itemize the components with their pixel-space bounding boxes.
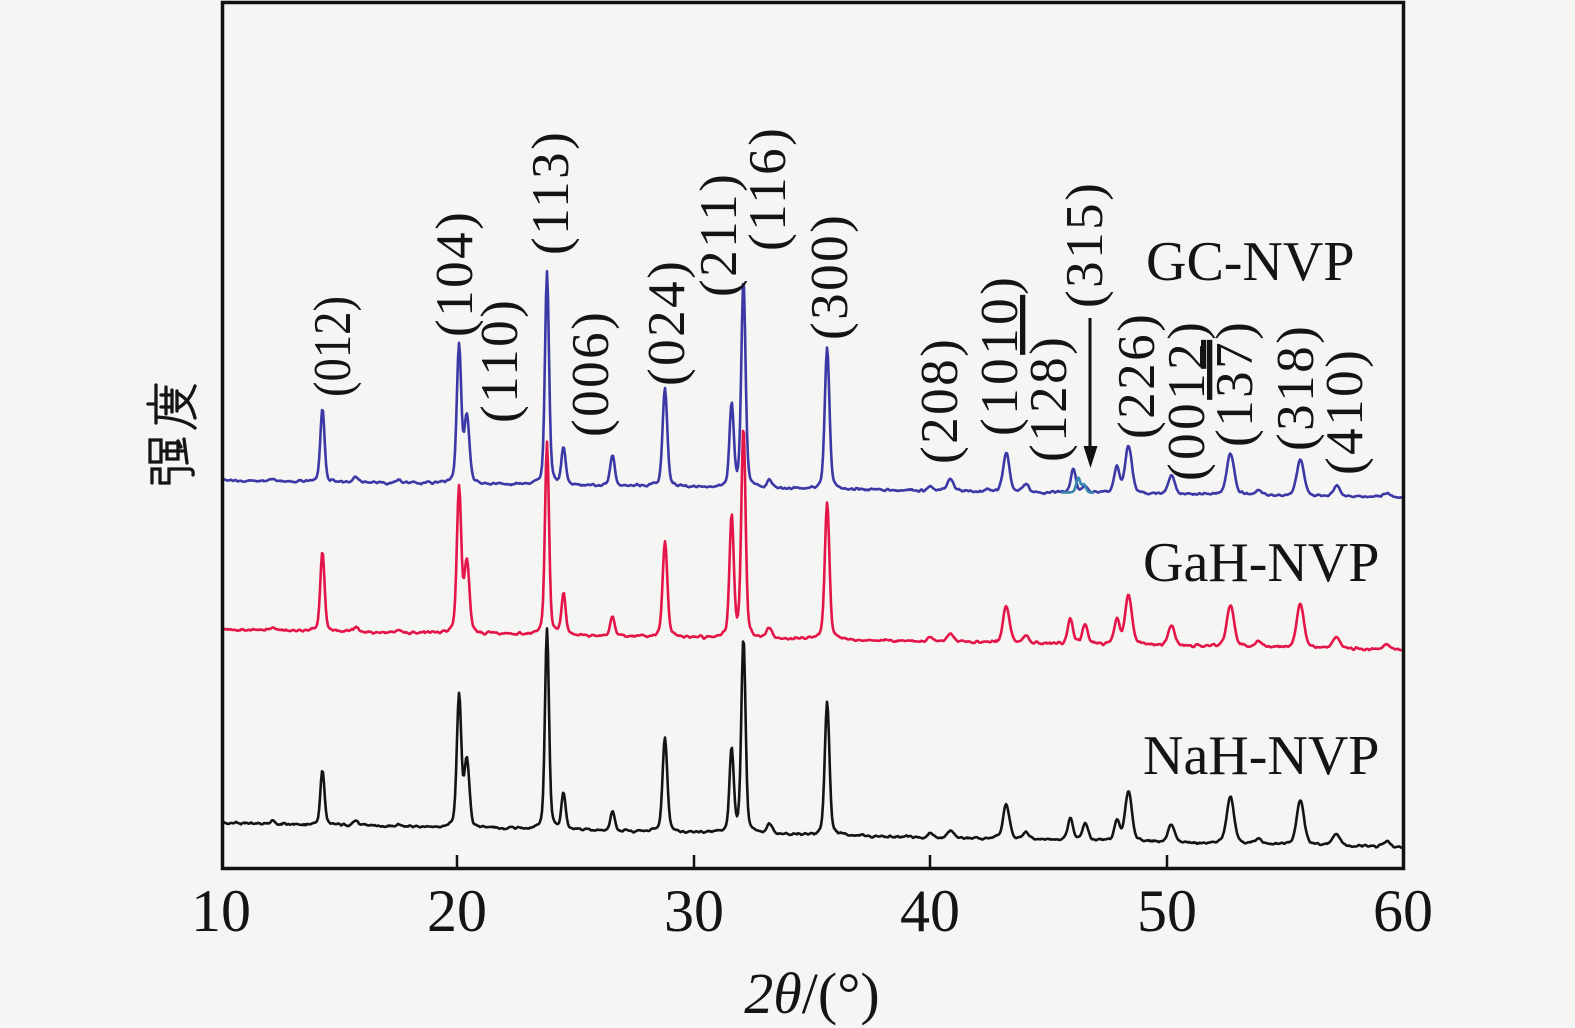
svg-text:10: 10 [191, 878, 251, 944]
svg-text:(1010): (1010) [971, 274, 1029, 436]
svg-text:(300): (300) [801, 213, 859, 340]
svg-text:(024): (024) [638, 259, 696, 386]
svg-text:(012): (012) [303, 296, 361, 397]
svg-text:40: 40 [900, 878, 960, 944]
svg-text:(226): (226) [1108, 312, 1166, 439]
svg-text:(006): (006) [562, 310, 620, 437]
svg-text:20: 20 [427, 878, 487, 944]
svg-text:60: 60 [1373, 878, 1433, 944]
svg-text:(410): (410) [1316, 348, 1374, 475]
svg-text:GaH-NVP: GaH-NVP [1143, 532, 1379, 594]
svg-text:(110): (110) [471, 298, 529, 423]
svg-text:(137): (137) [1206, 320, 1264, 447]
svg-text:30: 30 [664, 878, 724, 944]
svg-text:(116): (116) [739, 126, 797, 251]
svg-text:(113): (113) [522, 130, 580, 255]
svg-text:(128): (128) [1020, 335, 1078, 462]
svg-text:50: 50 [1137, 878, 1197, 944]
svg-text:(211): (211) [690, 172, 748, 297]
svg-text:NaH-NVP: NaH-NVP [1143, 725, 1379, 787]
svg-text:(104): (104) [426, 210, 484, 337]
svg-text:(315): (315) [1056, 181, 1114, 308]
svg-text:(318): (318) [1267, 324, 1325, 451]
svg-text:GC-NVP: GC-NVP [1146, 231, 1354, 293]
svg-text:(208): (208) [911, 337, 969, 464]
svg-text:2θ/(°): 2θ/(°) [744, 961, 879, 1026]
svg-text:(0012): (0012) [1158, 319, 1216, 481]
